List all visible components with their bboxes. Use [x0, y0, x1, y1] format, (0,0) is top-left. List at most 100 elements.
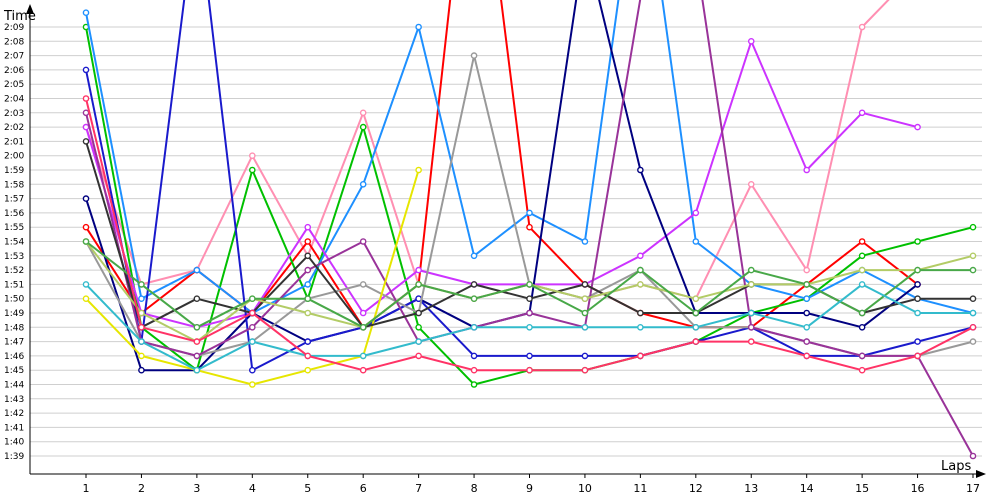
x-tick-label: 15: [855, 482, 869, 495]
data-point: [304, 281, 312, 288]
series-line: [85, 0, 919, 329]
data-point: [914, 123, 921, 131]
data-point: [415, 281, 422, 288]
data-point: [969, 323, 977, 331]
data-point: [581, 366, 589, 374]
data-point: [304, 352, 312, 360]
series-13: [82, 238, 977, 331]
data-point: [747, 338, 755, 345]
data-point: [637, 352, 644, 360]
data-point: [526, 309, 533, 317]
data-point: [692, 309, 700, 317]
data-point: [304, 338, 312, 345]
data-point: [692, 323, 700, 331]
y-axis-title: Time: [3, 9, 36, 24]
data-point: [82, 281, 90, 288]
data-point: [526, 352, 533, 360]
y-tick-label: 1:45: [4, 366, 24, 376]
data-point: [415, 352, 422, 360]
data-point: [193, 295, 201, 303]
y-tick-label: 1:44: [4, 381, 24, 391]
data-point: [526, 323, 533, 331]
x-axis-title: Laps: [941, 459, 971, 474]
data-point: [581, 309, 589, 317]
data-point: [803, 352, 810, 360]
data-point: [637, 252, 644, 260]
data-point: [359, 238, 367, 245]
data-point: [359, 323, 367, 331]
x-tick-label: 12: [689, 482, 703, 495]
data-point: [858, 238, 866, 245]
data-point: [914, 338, 921, 345]
data-point: [470, 381, 478, 388]
data-point: [637, 166, 644, 174]
data-point: [304, 266, 312, 274]
data-point: [249, 338, 256, 345]
series-15: [82, 95, 977, 374]
data-point: [526, 281, 533, 288]
data-point: [526, 295, 533, 303]
y-tick-label: 1:48: [4, 323, 24, 333]
x-tick-label: 7: [415, 482, 422, 495]
data-point: [359, 366, 367, 374]
data-point: [969, 452, 977, 460]
data-point: [82, 95, 90, 102]
data-point: [969, 295, 977, 303]
data-point: [82, 195, 90, 202]
y-tick-label: 1:57: [4, 195, 24, 205]
y-tick-label: 1:56: [4, 209, 24, 219]
series-group: [82, 0, 977, 460]
x-tick-label: 6: [360, 482, 367, 495]
data-point: [82, 238, 90, 245]
y-tick-label: 1:54: [4, 238, 24, 248]
y-tick-label: 2:06: [4, 66, 24, 76]
y-axis-arrow-icon: [26, 4, 34, 14]
data-point: [82, 123, 90, 131]
data-point: [858, 366, 866, 374]
data-point: [747, 180, 755, 188]
x-tick-label: 14: [800, 482, 814, 495]
y-tick-label: 1:55: [4, 223, 24, 233]
data-point: [581, 238, 589, 245]
data-point: [858, 281, 866, 288]
data-point: [82, 295, 90, 303]
data-point: [747, 281, 755, 288]
data-point: [969, 309, 977, 317]
data-point: [581, 295, 589, 303]
data-point: [803, 338, 810, 345]
data-point: [969, 223, 977, 231]
data-point: [82, 109, 90, 117]
x-tick-label: 8: [471, 482, 478, 495]
y-tick-label: 1:40: [4, 438, 24, 448]
data-point: [415, 323, 422, 331]
data-point: [359, 352, 367, 360]
y-tick-label: 1:52: [4, 266, 24, 276]
data-point: [803, 295, 810, 303]
data-point: [415, 166, 422, 174]
data-point: [304, 366, 312, 374]
data-point: [526, 209, 533, 217]
data-point: [82, 223, 90, 231]
data-point: [138, 366, 145, 374]
data-point: [803, 266, 810, 274]
data-point: [637, 309, 644, 317]
y-tick-label: 1:58: [4, 180, 24, 190]
data-point: [138, 352, 145, 360]
data-point: [637, 266, 644, 274]
x-tick-label: 9: [526, 482, 533, 495]
x-tick-label: 17: [966, 482, 980, 495]
data-point: [138, 323, 145, 331]
data-point: [304, 295, 312, 303]
data-point: [747, 266, 755, 274]
data-point: [193, 366, 201, 374]
y-tick-label: 1:39: [4, 452, 24, 462]
x-tick-label: 10: [578, 482, 592, 495]
data-point: [249, 323, 256, 331]
data-point: [359, 180, 367, 188]
data-point: [415, 338, 422, 345]
data-point: [193, 266, 201, 274]
data-point: [359, 309, 367, 317]
y-tick-label: 2:03: [4, 109, 24, 119]
y-tick-label: 1:47: [4, 338, 24, 348]
